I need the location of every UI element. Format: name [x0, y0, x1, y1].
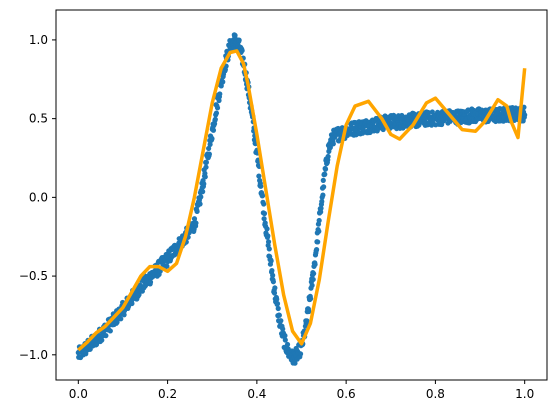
y-tick-label: −1.0	[19, 348, 48, 362]
scatter-point	[118, 316, 124, 322]
scatter-point	[321, 184, 327, 190]
scatter-point	[214, 105, 221, 111]
scatter-point	[210, 127, 217, 133]
scatter-point	[270, 279, 276, 285]
scatter-point	[261, 216, 267, 222]
scatter-point	[206, 151, 212, 157]
scatter-point	[425, 109, 431, 116]
scatter-point	[278, 318, 284, 324]
scatter-point	[322, 171, 328, 177]
scatter-point	[265, 239, 272, 245]
scatter-point	[261, 201, 267, 207]
fit-line	[77, 49, 527, 352]
scatter-point	[271, 290, 278, 296]
scatter-point	[269, 267, 275, 274]
scatter-point	[306, 308, 312, 315]
scatter-point	[260, 193, 266, 199]
scatter-point	[316, 217, 322, 224]
scatter-point	[284, 341, 291, 348]
scatter-point	[164, 263, 170, 269]
scatter-point	[312, 261, 318, 268]
scatter-series	[75, 32, 528, 366]
scatter-point	[206, 145, 212, 152]
scatter-point	[282, 333, 288, 339]
scatter-point	[319, 198, 325, 205]
scatter-point	[308, 296, 314, 302]
scatter-point	[193, 220, 199, 226]
scatter-point	[268, 258, 274, 264]
scatter-point	[522, 112, 528, 118]
axes: 0.0 0.2 0.4 0.6 0.8 1.0 −1.0 −0.5 0.0 0.5 1.0	[19, 9, 548, 401]
x-tick-label: 1.0	[515, 387, 534, 401]
scatter-point	[292, 360, 298, 366]
x-tick-label: 0.2	[158, 387, 177, 401]
axes-frame	[55, 9, 548, 381]
scatter-point	[310, 276, 316, 283]
scatter-point	[232, 32, 238, 38]
scatter-point	[325, 153, 331, 160]
scatter-point	[239, 48, 245, 54]
scatter-point	[147, 279, 154, 285]
scatter-point	[274, 301, 281, 307]
scatter-point	[194, 208, 200, 215]
y-tick-label: 0.0	[29, 190, 48, 204]
scatter-point	[129, 300, 135, 307]
scatter-point	[107, 328, 113, 334]
scatter-point	[264, 226, 270, 232]
y-tick-label: 1.0	[29, 33, 48, 47]
scatter-point	[309, 282, 315, 288]
scatter-point	[316, 228, 322, 234]
scatter-point	[276, 312, 282, 318]
scatter-point	[272, 285, 278, 291]
scatter-point	[209, 135, 215, 142]
scatter-point	[103, 333, 109, 339]
scatter-point	[315, 239, 321, 245]
scatter-point	[201, 181, 207, 187]
scatter-point	[220, 79, 226, 85]
x-tick-label: 0.0	[69, 387, 88, 401]
x-tick-label: 0.6	[337, 387, 356, 401]
scatter-point	[320, 192, 326, 198]
scatter-point	[256, 173, 262, 179]
scatter-point	[274, 296, 280, 302]
x-tick-label: 0.8	[426, 387, 445, 401]
scatter-point	[258, 183, 264, 189]
scatter-point	[202, 174, 208, 180]
scatter-point	[236, 37, 242, 43]
scatter-point	[282, 337, 288, 343]
y-tick-label: −0.5	[19, 269, 48, 283]
scatter-point	[330, 141, 336, 147]
scatter-point	[318, 205, 324, 211]
scatter-point	[217, 91, 223, 97]
scatter-point	[266, 246, 272, 252]
scatter-point	[203, 164, 209, 170]
scatter-point	[198, 194, 204, 200]
scatter-point	[320, 177, 326, 183]
x-tick-label: 0.4	[247, 387, 266, 401]
scatter-point	[322, 166, 329, 172]
scatter-point	[207, 141, 213, 148]
scatter-point	[200, 189, 206, 195]
y-tick-label: 0.5	[29, 112, 48, 126]
scatter-point	[304, 318, 310, 324]
scatter-point	[297, 351, 304, 357]
scatter-point	[212, 116, 218, 122]
scatter-point	[213, 110, 220, 116]
scatter-point	[197, 201, 203, 207]
scatter-point	[261, 210, 268, 217]
scatter-point	[399, 112, 405, 119]
scatter-point	[270, 272, 276, 278]
scatter-point	[265, 233, 271, 239]
scatter-point	[121, 312, 127, 318]
scatter-point	[203, 159, 209, 165]
scatter-point	[275, 305, 281, 312]
scatter-point	[313, 246, 320, 253]
scatter-point	[99, 337, 105, 343]
scatter-point	[280, 326, 286, 332]
scatter-point	[311, 270, 317, 277]
plot-area	[75, 32, 528, 366]
